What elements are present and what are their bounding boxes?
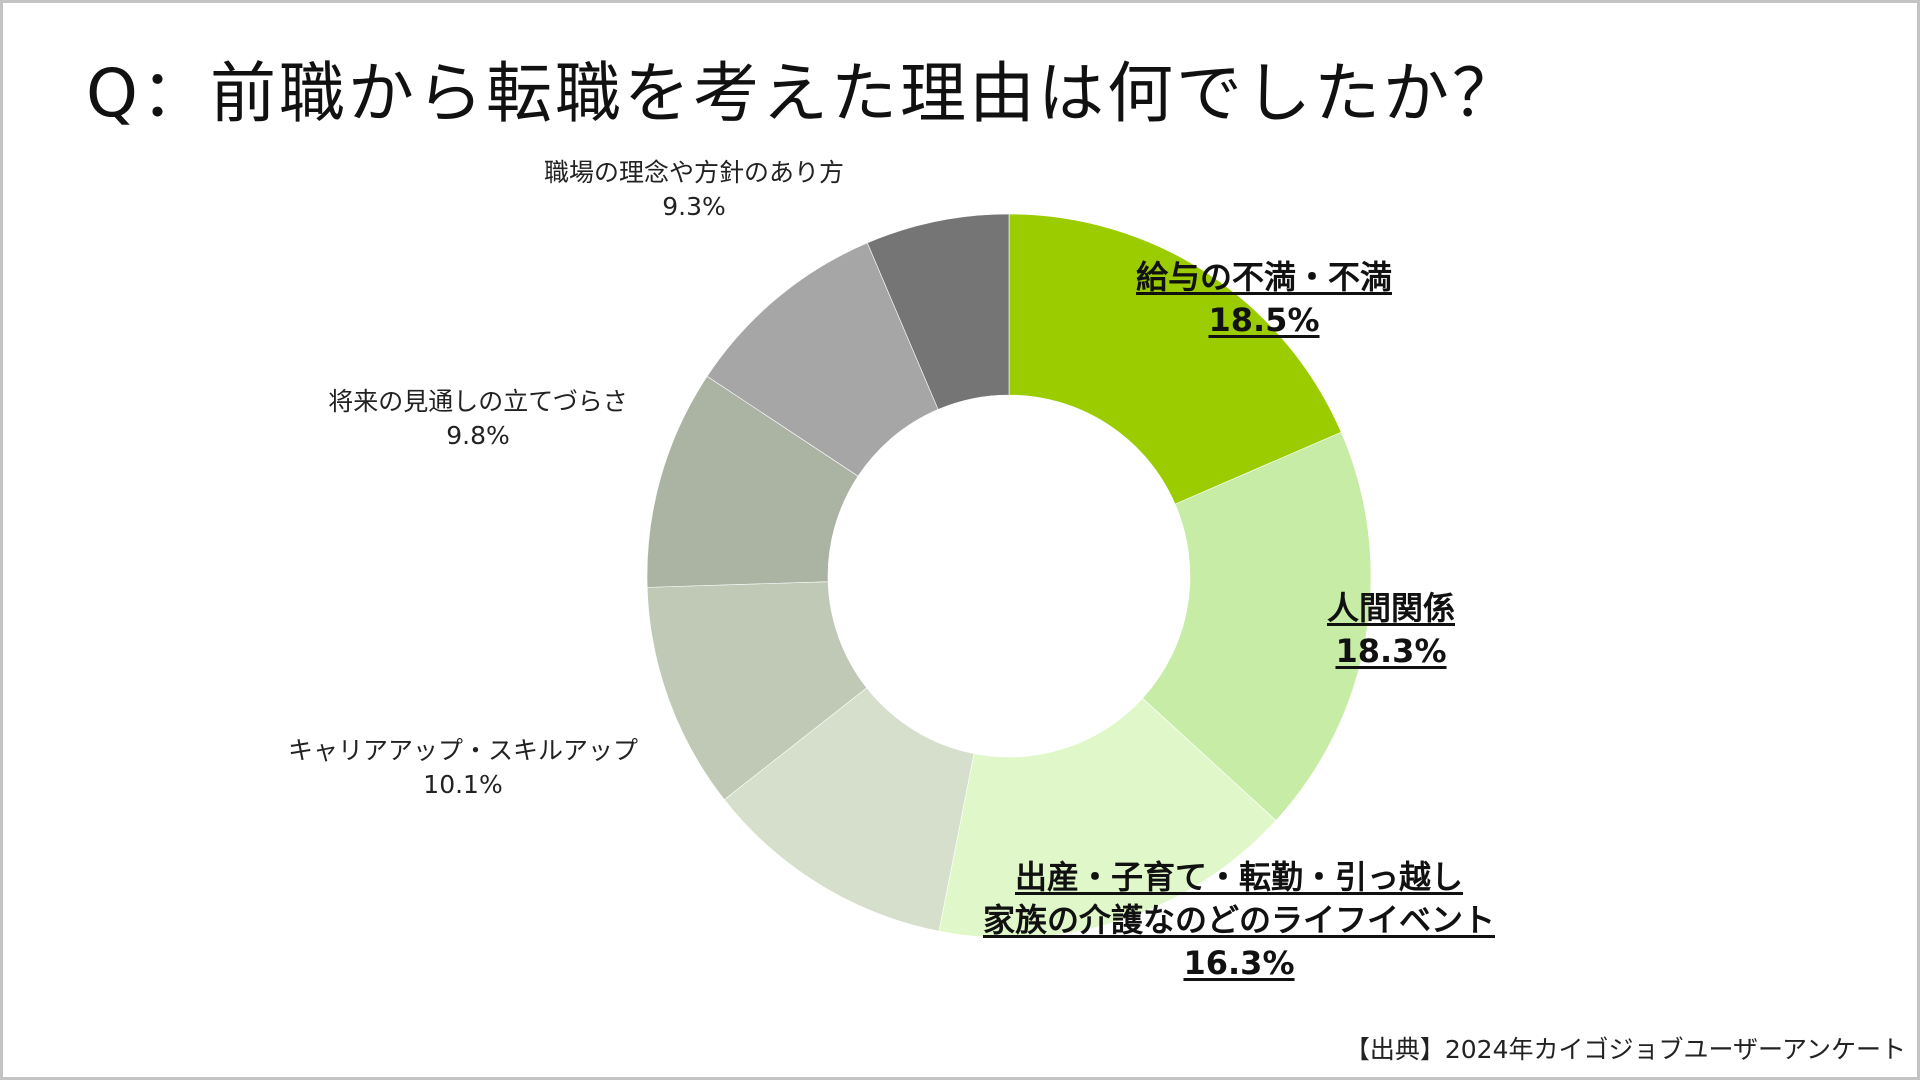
donut-slice-3 — [723, 687, 975, 932]
label-life-events-value: 16.3% — [1183, 944, 1295, 983]
label-life-events: 出産・子育て・転勤・引っ越し 家族の介護なのどのライフイベント 16.3% — [983, 856, 1495, 986]
label-relationships: 人間関係 18.3% — [1327, 587, 1455, 673]
label-relationships-value: 18.3% — [1335, 632, 1447, 671]
label-future: 将来の見通しの立てづらさ 9.8% — [328, 385, 628, 453]
label-philosophy-text: 職場の理念や方針のあり方 — [543, 158, 845, 187]
label-life-events-line2: 家族の介護なのどのライフイベント — [982, 901, 1496, 940]
label-salary: 給与の不満・不満 18.5% — [1136, 256, 1392, 342]
label-future-value: 9.8% — [446, 420, 510, 450]
label-career-text: キャリアアップ・スキルアップ — [287, 736, 639, 765]
label-career-value: 10.1% — [423, 769, 503, 799]
label-relationships-text: 人間関係 — [1326, 589, 1456, 627]
label-salary-value: 18.5% — [1208, 301, 1320, 340]
label-philosophy-value: 9.3% — [662, 191, 726, 221]
label-future-text: 将来の見通しの立てづらさ — [328, 387, 628, 416]
label-philosophy: 職場の理念や方針のあり方 9.3% — [544, 156, 844, 224]
label-life-events-line1: 出産・子育て・転勤・引っ越し — [1014, 858, 1464, 896]
donut-slice-5 — [646, 375, 859, 588]
source-note: 【出典】2024年カイゴジョブユーザーアンケート — [1344, 1035, 1906, 1064]
donut-slice-2 — [938, 697, 1277, 939]
label-career: キャリアアップ・スキルアップ 10.1% — [288, 734, 638, 802]
donut-slice-0 — [1008, 213, 1342, 505]
donut-slice-1 — [1142, 431, 1372, 821]
label-salary-text: 給与の不満・不満 — [1135, 258, 1393, 296]
donut-slice-7 — [866, 213, 1010, 410]
chart-title: Q：前職から転職を考えた理由は何でしたか？ — [86, 55, 1521, 132]
